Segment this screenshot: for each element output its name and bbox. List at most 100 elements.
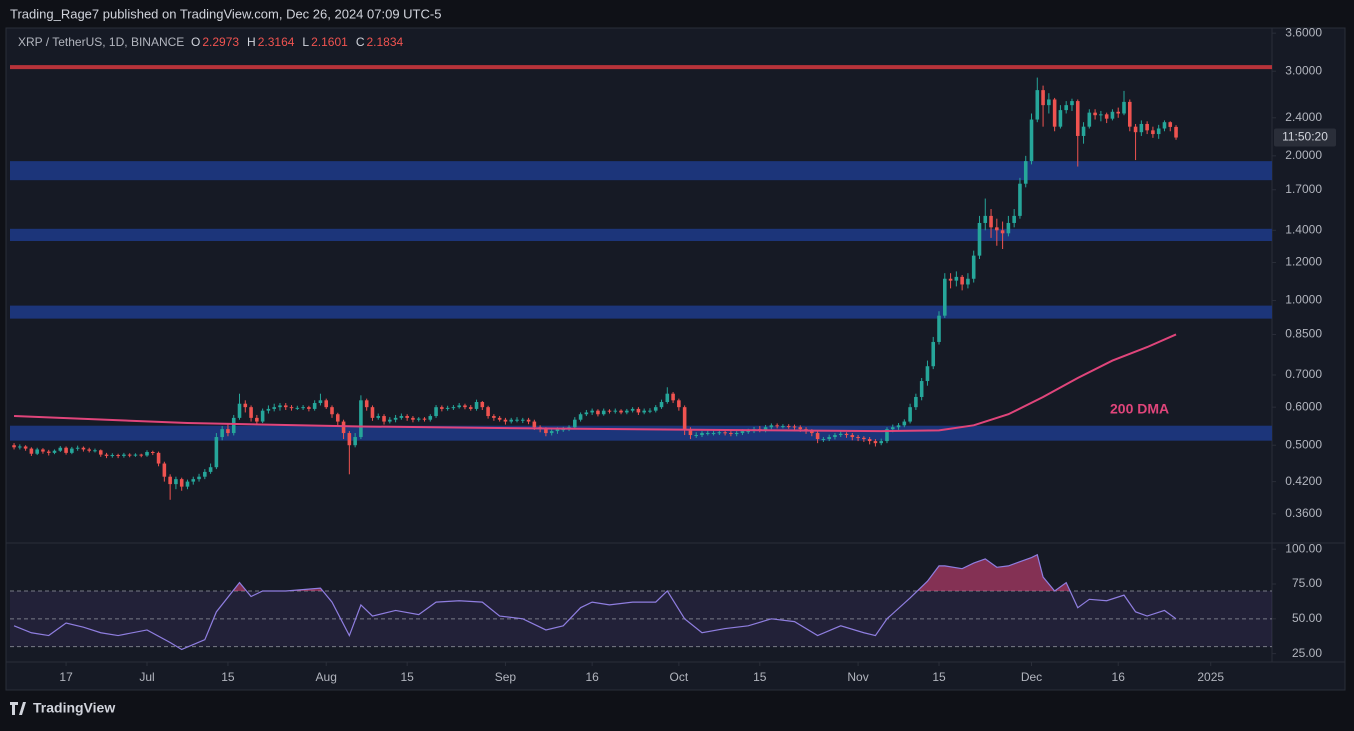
y-tick-label: 75.00 bbox=[1292, 576, 1322, 590]
candle-body bbox=[977, 222, 982, 256]
candle-body bbox=[260, 410, 265, 422]
candle-body bbox=[989, 215, 993, 228]
candle-body bbox=[908, 407, 912, 422]
ohlc-value: 2.3164 bbox=[258, 35, 295, 49]
candle-body bbox=[555, 429, 560, 432]
candle-body bbox=[486, 407, 490, 417]
candle-body bbox=[434, 407, 438, 417]
candle-body bbox=[1116, 111, 1121, 114]
candle-body bbox=[705, 433, 710, 435]
y-tick-label: 25.00 bbox=[1292, 646, 1322, 660]
candle-body bbox=[174, 479, 178, 485]
candle-body bbox=[243, 403, 248, 408]
candle-body bbox=[249, 407, 253, 418]
candle-body bbox=[474, 402, 479, 409]
candle-body bbox=[879, 441, 883, 444]
candle-body bbox=[1127, 101, 1132, 127]
candle-body bbox=[1075, 101, 1080, 136]
candle-body bbox=[532, 421, 537, 428]
candle-body bbox=[671, 393, 675, 401]
candle-body bbox=[64, 447, 68, 453]
candle-body bbox=[810, 431, 814, 434]
candle-body bbox=[1145, 123, 1149, 131]
candle-body bbox=[625, 410, 629, 413]
candle-body bbox=[954, 276, 959, 281]
candle-body bbox=[179, 479, 184, 487]
candle-body bbox=[393, 417, 398, 420]
candle-body bbox=[677, 400, 681, 408]
candle-body bbox=[665, 393, 670, 403]
candle-body bbox=[98, 450, 103, 455]
candle-body bbox=[81, 447, 86, 450]
y-tick-label: 0.7000 bbox=[1285, 367, 1322, 381]
candle-body bbox=[590, 410, 594, 413]
candle-body bbox=[382, 416, 386, 422]
rsi-line bbox=[13, 553, 1177, 651]
candle-body bbox=[335, 414, 340, 422]
candle-body bbox=[648, 410, 652, 412]
candle-body bbox=[1110, 111, 1115, 119]
candle-body bbox=[70, 448, 74, 453]
candle-body bbox=[873, 441, 878, 444]
candle-body bbox=[613, 410, 618, 412]
candle-body bbox=[445, 407, 450, 409]
candle-body bbox=[41, 449, 45, 452]
x-tick-label: 17 bbox=[59, 670, 73, 684]
candle-body bbox=[995, 227, 999, 231]
candle-body bbox=[838, 433, 843, 436]
x-tick-label: Nov bbox=[847, 670, 868, 684]
candle-body bbox=[636, 408, 641, 413]
candle-body bbox=[1023, 161, 1028, 184]
candle-body bbox=[619, 410, 623, 413]
candle-body bbox=[318, 400, 323, 404]
candle-body bbox=[919, 381, 924, 397]
candle-body bbox=[46, 451, 51, 453]
candle-body bbox=[301, 407, 305, 409]
candle-body bbox=[601, 410, 606, 415]
candle-body bbox=[659, 402, 664, 408]
candle-body bbox=[463, 405, 467, 408]
candle-body bbox=[156, 452, 161, 464]
candle-body bbox=[1081, 126, 1086, 136]
candle-body bbox=[399, 416, 404, 418]
candle-body bbox=[948, 278, 953, 281]
candle-body bbox=[1174, 126, 1178, 138]
x-tick-label: Sep bbox=[495, 670, 517, 684]
countdown-box bbox=[1274, 128, 1336, 147]
candle-body bbox=[734, 433, 739, 435]
candle-body bbox=[867, 439, 872, 442]
candle-body bbox=[943, 278, 947, 316]
candle-body bbox=[890, 427, 895, 430]
x-tick-label: 15 bbox=[753, 670, 767, 684]
candle-body bbox=[850, 435, 855, 438]
candle-body bbox=[376, 416, 381, 418]
candle-body bbox=[110, 455, 115, 457]
candle-body bbox=[630, 408, 635, 411]
x-tick-label: 15 bbox=[400, 670, 414, 684]
support-zone bbox=[10, 161, 1272, 181]
candle-body bbox=[763, 427, 768, 430]
candle-body bbox=[497, 417, 502, 420]
candle-body bbox=[272, 407, 276, 409]
candle-body bbox=[266, 408, 271, 411]
candle-body bbox=[58, 447, 63, 451]
y-tick-label: 0.8500 bbox=[1285, 327, 1322, 341]
moving-average bbox=[14, 333, 1177, 433]
candle-body bbox=[208, 467, 213, 472]
candle-body bbox=[526, 419, 531, 422]
y-tick-label: 2.0000 bbox=[1285, 148, 1322, 162]
candle-body bbox=[1064, 105, 1068, 111]
candle-body bbox=[75, 447, 80, 449]
candle-body bbox=[1052, 99, 1057, 127]
candle-body bbox=[18, 446, 22, 448]
candle-body bbox=[104, 454, 109, 456]
candle-body bbox=[520, 419, 525, 421]
ohlc-value: 2.1834 bbox=[366, 35, 403, 49]
candle-body bbox=[428, 416, 433, 420]
candle-body bbox=[1012, 215, 1016, 223]
candle-body bbox=[1035, 90, 1040, 120]
candle-body bbox=[122, 454, 126, 456]
candle-body bbox=[746, 431, 751, 433]
ohlc-value: 2.2973 bbox=[202, 35, 239, 49]
